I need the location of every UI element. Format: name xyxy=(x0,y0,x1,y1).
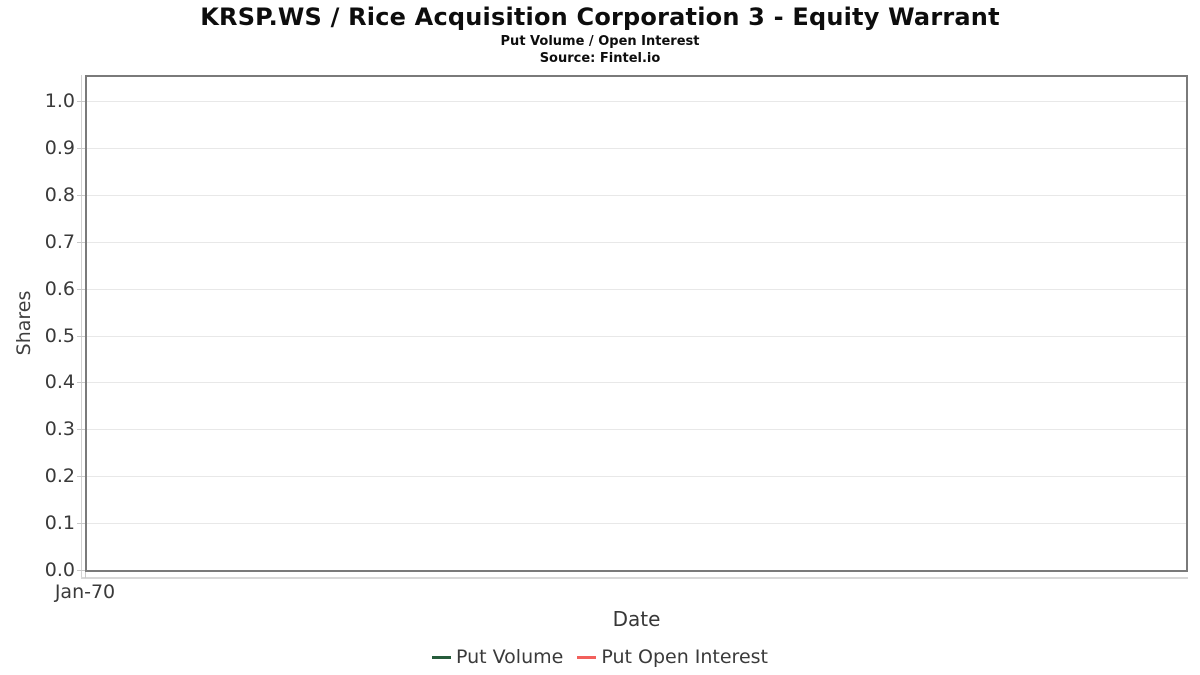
y-tick-label: 0.5 xyxy=(44,325,75,347)
y-tick-label: 0.2 xyxy=(44,465,75,487)
x-axis-title: Date xyxy=(612,607,661,631)
y-tick-label: 1.0 xyxy=(44,90,75,112)
y-tick-label: 0.7 xyxy=(44,231,75,253)
chart-title: KRSP.WS / Rice Acquisition Corporation 3… xyxy=(200,3,1000,31)
legend-label: Put Open Interest xyxy=(601,646,768,668)
legend-marker-put-open-interest xyxy=(577,655,597,659)
x-tick-label: Jan-70 xyxy=(54,581,116,603)
chart-source: Source: Fintel.io xyxy=(539,51,661,66)
y-axis-line xyxy=(81,75,82,579)
legend-marker-put-volume xyxy=(432,655,451,659)
y-tick-label: 0.1 xyxy=(44,512,75,534)
x-axis-line xyxy=(81,577,1188,579)
x-tick-mark xyxy=(85,572,86,578)
plot-area xyxy=(85,75,1188,572)
legend: Put Volume Put Open Interest xyxy=(0,646,1200,668)
y-tick-label: 0.8 xyxy=(44,184,75,206)
legend-item-put-volume[interactable]: Put Volume xyxy=(432,646,563,668)
y-tick-label: 0.6 xyxy=(44,278,75,300)
y-axis-title: Shares xyxy=(13,290,35,356)
legend-item-put-open-interest[interactable]: Put Open Interest xyxy=(577,646,768,668)
y-tick-label: 0.4 xyxy=(44,371,75,393)
y-tick-label: 0.3 xyxy=(44,418,75,440)
y-tick-label: 0.9 xyxy=(44,137,75,159)
legend-label: Put Volume xyxy=(456,646,564,668)
y-tick-label: 0.0 xyxy=(44,559,75,581)
chart-subtitle: Put Volume / Open Interest xyxy=(500,34,700,49)
